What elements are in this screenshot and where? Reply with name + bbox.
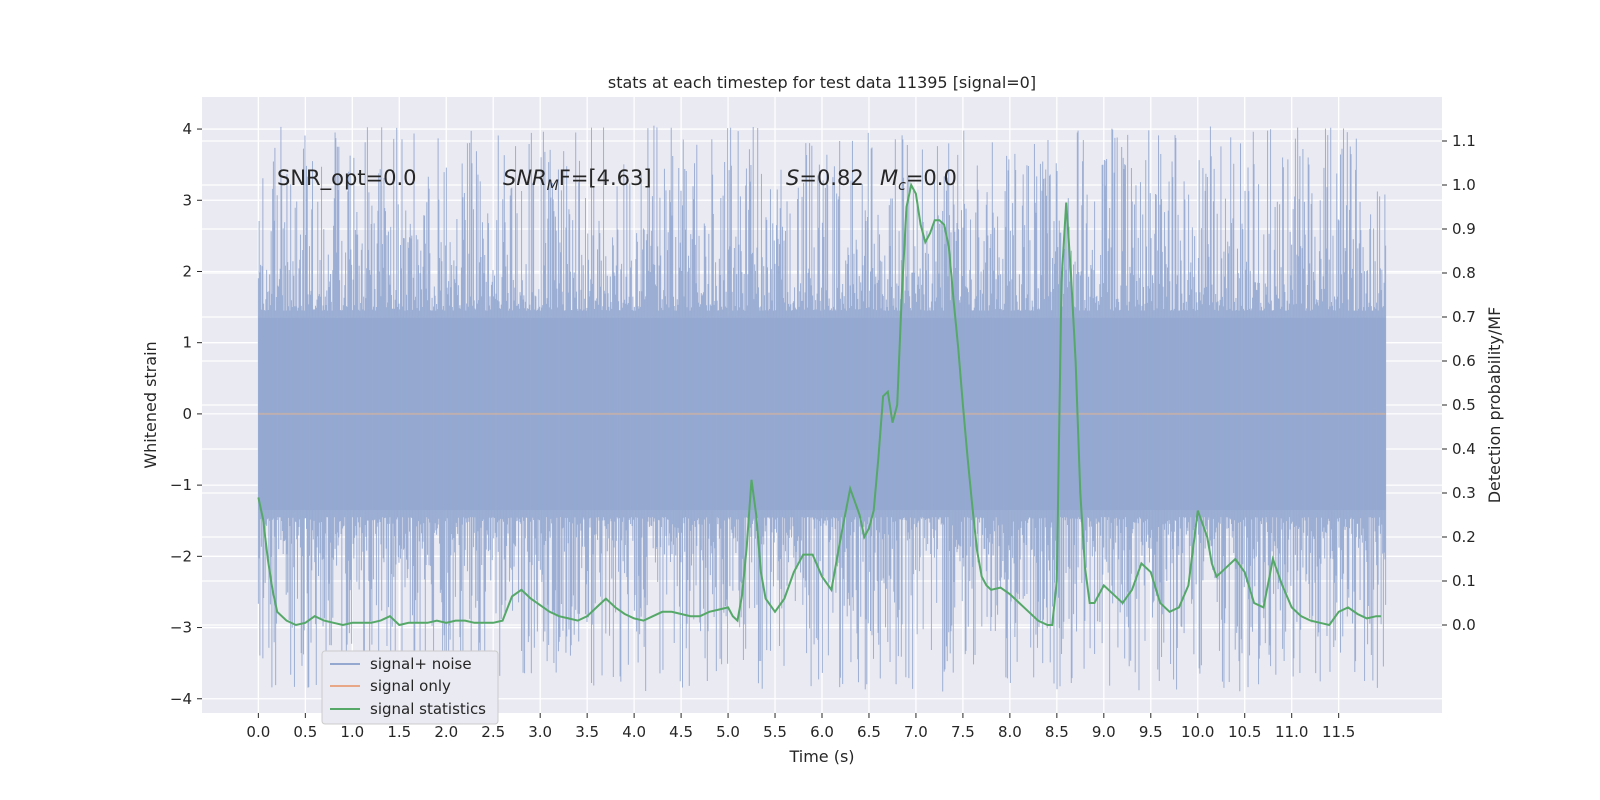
mc-value: =0.0 bbox=[906, 166, 957, 190]
x-tick-label: 2.0 bbox=[434, 723, 458, 741]
chart-title: stats at each timestep for test data 113… bbox=[608, 73, 1036, 92]
x-tick-label: 7.5 bbox=[951, 723, 975, 741]
x-tick-label: 10.5 bbox=[1228, 723, 1261, 741]
x-tick-label: 3.5 bbox=[575, 723, 599, 741]
x-tick-label: 7.0 bbox=[904, 723, 928, 741]
right-y-tick-label: 0.5 bbox=[1452, 396, 1476, 414]
right-y-tick-label: 0.3 bbox=[1452, 484, 1476, 502]
left-y-tick-label: −2 bbox=[170, 547, 192, 565]
snr-mf-subscript: M bbox=[547, 178, 559, 194]
left-y-tick-label: 1 bbox=[182, 334, 192, 352]
left-y-tick-label: 4 bbox=[182, 120, 192, 138]
signal-statistics-series bbox=[257, 182, 1381, 627]
right-y-tick-label: 0.6 bbox=[1452, 352, 1476, 370]
snr-mf-annotation: SNRMF=[4.63] bbox=[503, 166, 652, 194]
right-y-tick-label: 0.7 bbox=[1452, 308, 1476, 326]
left-y-tick-label: 2 bbox=[182, 262, 192, 280]
right-y-axis-label: Detection probability/MF bbox=[1485, 307, 1504, 504]
right-y-tick-label: 0.9 bbox=[1452, 220, 1476, 238]
x-tick-label: 5.5 bbox=[763, 723, 787, 741]
right-y-tick-label: 0.8 bbox=[1452, 264, 1476, 282]
snr-opt-annotation: SNR_opt=0.0 bbox=[277, 166, 417, 191]
right-y-ticks: 0.0 0.1 0.2 0.3 0.4 0.5 0.6 0.7 0.8 0.9 1.0 1.1 bbox=[1442, 132, 1476, 634]
left-y-tick-label: −1 bbox=[170, 476, 192, 494]
snr-mf-value: F=[4.63] bbox=[559, 166, 652, 190]
right-y-tick-label: 0.2 bbox=[1452, 528, 1476, 546]
x-tick-label: 2.5 bbox=[481, 723, 505, 741]
left-y-ticks: −4 −3 −2 −1 0 1 2 3 4 bbox=[170, 120, 202, 708]
legend: signal+ noise signal only signal statist… bbox=[321, 650, 499, 725]
x-tick-label: 11.5 bbox=[1322, 723, 1355, 741]
x-axis-label: Time (s) bbox=[788, 747, 854, 766]
legend-label-signal-statistics: signal statistics bbox=[370, 700, 486, 718]
x-tick-label: 9.5 bbox=[1139, 723, 1163, 741]
x-tick-label: 8.0 bbox=[998, 723, 1022, 741]
x-tick-label: 0.0 bbox=[246, 723, 270, 741]
legend-box bbox=[321, 650, 499, 725]
x-ticks: 0.0 0.5 1.0 1.5 2.0 2.5 3.0 3.5 4.0 4.5 5.0 5.5 6.0 6… bbox=[246, 713, 1355, 741]
left-y-tick-label: 3 bbox=[182, 191, 192, 209]
x-tick-label: 1.5 bbox=[387, 723, 411, 741]
x-tick-label: 8.5 bbox=[1045, 723, 1069, 741]
mc-subscript: c bbox=[898, 178, 906, 194]
s-annotation: S=0.82 bbox=[786, 166, 864, 190]
x-tick-label: 6.5 bbox=[857, 723, 881, 741]
x-tick-label: 3.0 bbox=[528, 723, 552, 741]
left-y-tick-label: 0 bbox=[182, 405, 192, 423]
mc-symbol: M bbox=[880, 166, 898, 190]
x-tick-label: 0.5 bbox=[293, 723, 317, 741]
right-y-tick-label: 0.1 bbox=[1452, 572, 1476, 590]
right-y-tick-label: 1.1 bbox=[1452, 132, 1476, 150]
x-tick-label: 9.0 bbox=[1092, 723, 1116, 741]
legend-label-signal-only: signal only bbox=[370, 677, 451, 695]
s-value: =0.82 bbox=[799, 166, 863, 190]
s-symbol: S bbox=[786, 166, 799, 190]
left-y-axis-label: Whitened strain bbox=[141, 341, 160, 468]
x-tick-label: 4.0 bbox=[622, 723, 646, 741]
x-tick-label: 4.5 bbox=[669, 723, 693, 741]
right-y-tick-label: 0.0 bbox=[1452, 616, 1476, 634]
right-y-tick-label: 1.0 bbox=[1452, 176, 1476, 194]
right-y-tick-label: 0.4 bbox=[1452, 440, 1476, 458]
x-tick-label: 5.0 bbox=[716, 723, 740, 741]
x-tick-label: 1.0 bbox=[340, 723, 364, 741]
x-tick-label: 10.0 bbox=[1181, 723, 1214, 741]
mc-annotation: Mc=0.0 bbox=[880, 166, 957, 194]
x-tick-label: 11.0 bbox=[1275, 723, 1308, 741]
left-y-tick-label: −4 bbox=[170, 690, 192, 708]
x-tick-label: 6.0 bbox=[810, 723, 834, 741]
legend-label-signal-plus-noise: signal+ noise bbox=[370, 655, 472, 673]
snr-mf-symbol: SNR bbox=[503, 166, 547, 190]
left-y-tick-label: −3 bbox=[170, 619, 192, 637]
